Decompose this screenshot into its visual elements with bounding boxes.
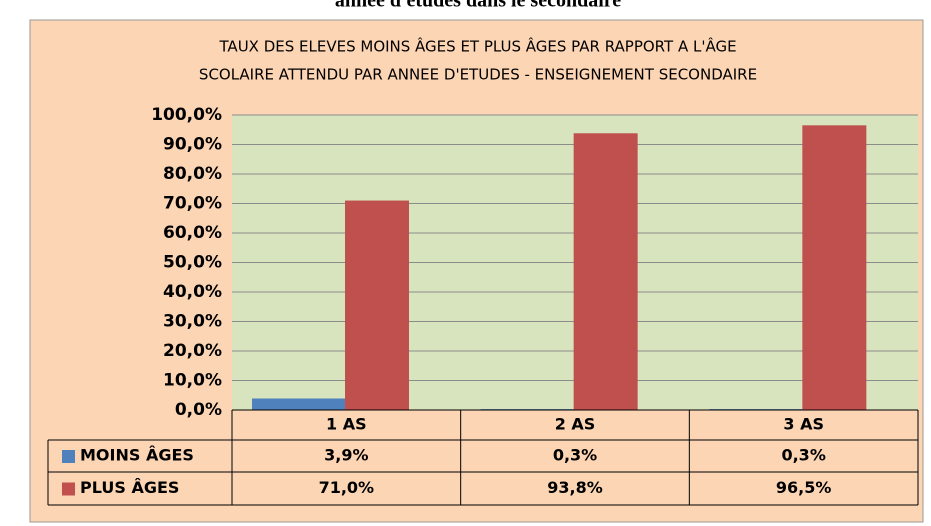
x-tick-label: 1 AS (326, 415, 367, 434)
x-tick-label: 2 AS (555, 415, 596, 434)
bar (345, 200, 409, 410)
y-tick-label: 40,0% (163, 282, 222, 302)
y-tick-label: 0,0% (175, 400, 222, 420)
bar (573, 133, 638, 411)
caption: année d'études dans le secondaire (335, 0, 621, 12)
y-tick-label: 80,0% (163, 164, 222, 184)
y-tick-label: 90,0% (163, 135, 222, 155)
bar (252, 398, 345, 410)
data-label: 93,8% (547, 478, 603, 497)
y-tick-label: 10,0% (163, 371, 222, 391)
y-tick-label: 60,0% (163, 223, 222, 243)
y-tick-label: 50,0% (163, 253, 222, 273)
bar (802, 125, 867, 410)
data-label: 0,3% (553, 446, 597, 465)
chart-title: TAUX DES ELEVES MOINS ÂGES ET PLUS ÂGES … (218, 37, 736, 56)
legend-label: PLUS ÂGES (80, 478, 179, 497)
y-tick-label: 100,0% (151, 105, 222, 125)
data-label: 71,0% (319, 478, 375, 497)
data-label: 3,9% (324, 446, 368, 465)
data-label: 96,5% (776, 478, 832, 497)
x-tick-label: 3 AS (783, 415, 824, 434)
legend-key (62, 482, 75, 496)
data-label: 0,3% (781, 446, 825, 465)
y-tick-label: 20,0% (163, 341, 222, 361)
y-tick-label: 30,0% (163, 312, 222, 332)
y-tick-label: 70,0% (163, 194, 222, 214)
chart-title: SCOLAIRE ATTENDU PAR ANNEE D'ETUDES - EN… (199, 66, 757, 84)
legend-label: MOINS ÂGES (80, 446, 194, 465)
legend-key (62, 450, 75, 463)
